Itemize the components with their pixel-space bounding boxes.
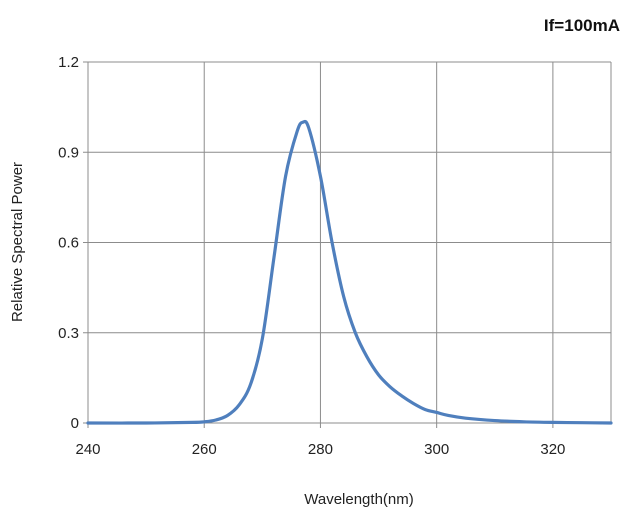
y-tick-label: 1.2	[58, 54, 79, 71]
grid-lines	[83, 61, 612, 428]
x-tick-label: 320	[540, 441, 565, 458]
y-tick-label: 0.6	[58, 235, 79, 252]
x-axis-label: Wavelength(nm)	[304, 491, 413, 508]
x-tick-label: 280	[308, 441, 333, 458]
y-tick-label: 0	[71, 415, 79, 432]
x-tick-label: 300	[424, 441, 449, 458]
y-tick-labels: 0 0.3 0.6 0.9 1.2	[58, 54, 79, 432]
current-annotation: If=100mA	[544, 16, 620, 35]
x-tick-label: 240	[75, 441, 100, 458]
y-axis-label: Relative Spectral Power	[9, 162, 26, 322]
y-tick-label: 0.9	[58, 144, 79, 161]
x-tick-label: 260	[192, 441, 217, 458]
x-tick-labels: 240 260 280 300 320	[75, 441, 565, 458]
series-line	[86, 119, 613, 425]
y-tick-label: 0.3	[58, 325, 79, 342]
